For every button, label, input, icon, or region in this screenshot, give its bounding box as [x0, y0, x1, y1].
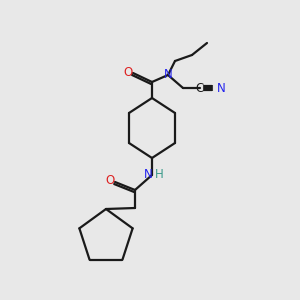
Text: N: N [164, 68, 172, 82]
Text: O: O [105, 175, 115, 188]
Text: N: N [144, 169, 152, 182]
Text: H: H [154, 169, 164, 182]
Text: O: O [123, 67, 133, 80]
Text: N: N [217, 82, 225, 94]
Text: C: C [196, 82, 204, 94]
